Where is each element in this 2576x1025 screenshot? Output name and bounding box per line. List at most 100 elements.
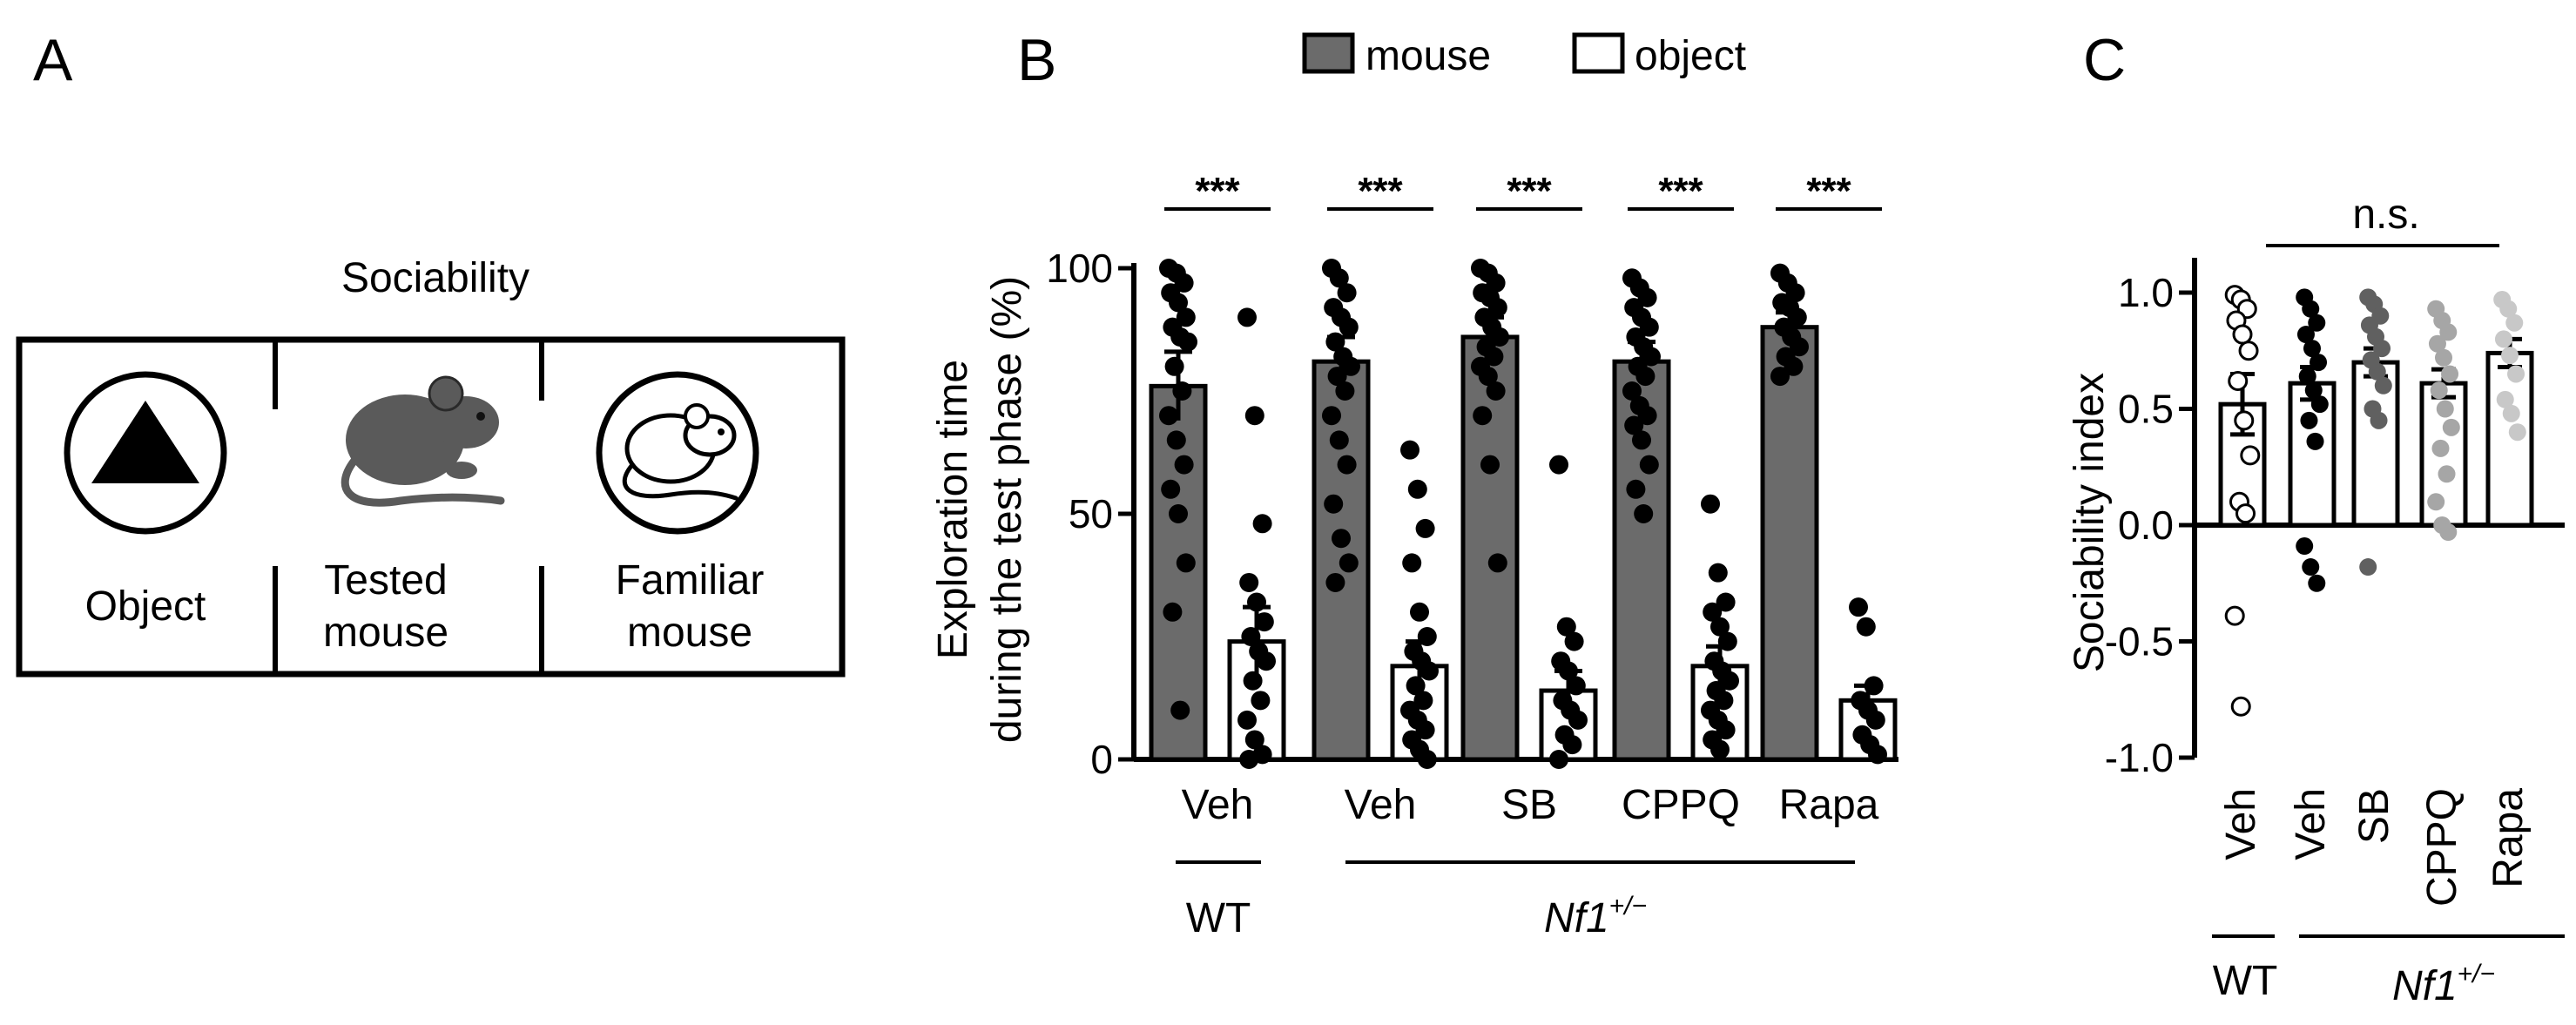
c-point <box>2442 418 2460 436</box>
c-point <box>2302 558 2320 577</box>
b-point-mouse <box>1622 381 1642 401</box>
b-point-object <box>1237 710 1257 730</box>
b-point-object <box>1856 617 1876 637</box>
c-xtick-label: Veh <box>2288 788 2334 860</box>
b-point-object <box>1849 597 1868 617</box>
c-point <box>2496 390 2514 408</box>
c-group-label-wt: WT <box>2213 958 2278 1004</box>
c-point <box>2228 370 2249 391</box>
b-sig-label: *** <box>1507 170 1552 212</box>
panel-c: C Sociability index 1.0 0.5 0.0 -0.5 -1.0 Ve… <box>2067 27 2565 1009</box>
c-point <box>2370 411 2388 429</box>
b-point-mouse <box>1329 268 1349 288</box>
b-point-mouse <box>1790 337 1809 357</box>
chamber-label-tested-line2: mouse <box>323 610 448 656</box>
c-point <box>2502 404 2520 422</box>
b-point-object <box>1413 691 1433 711</box>
b-point-object <box>1402 553 1422 573</box>
sociability-title: Sociability <box>341 255 529 301</box>
b-point-mouse <box>1632 430 1651 450</box>
b-xtick-label: CPPQ <box>1622 782 1740 828</box>
b-group-nf1-text: Nf1 <box>1544 895 1609 941</box>
b-xtick-label: SB <box>1501 782 1557 828</box>
b-point-object <box>1251 691 1271 711</box>
b-point-mouse <box>1327 367 1347 387</box>
b-point-mouse <box>1784 356 1804 376</box>
familiar-mouse-icon <box>596 371 759 535</box>
b-point-object <box>1716 720 1736 740</box>
c-point <box>2508 423 2526 442</box>
c-point <box>2430 381 2448 400</box>
b-point-object <box>1710 739 1730 759</box>
legend-mouse-label: mouse <box>1366 33 1491 79</box>
b-point-mouse <box>1480 455 1500 475</box>
c-bar <box>2485 350 2534 528</box>
b-ytick-label: 0 <box>1090 737 1113 782</box>
c-point <box>2501 347 2519 365</box>
c-point <box>2439 323 2458 341</box>
c-ytick-label: 0.0 <box>2118 502 2174 548</box>
apparatus-box <box>16 336 846 678</box>
b-point-mouse <box>1174 273 1194 293</box>
b-xlabels: Veh Veh SB CPPQ Rapa <box>1182 782 1879 828</box>
b-point-mouse <box>1486 273 1506 293</box>
c-point <box>2296 326 2315 344</box>
c-xtick-label: SB <box>2351 788 2397 844</box>
b-point-mouse <box>1785 283 1805 303</box>
b-point-mouse <box>1339 317 1359 337</box>
b-point-object <box>1406 676 1426 696</box>
b-point-mouse <box>1634 504 1654 523</box>
b-group-label-wt: WT <box>1186 895 1251 941</box>
panel-b: B mouse object Exploration time during t… <box>930 27 1898 941</box>
panel-c-letter: C <box>2083 27 2126 93</box>
b-significance: *** *** *** *** *** <box>1164 170 1882 212</box>
c-point <box>2302 300 2320 318</box>
b-point-object <box>1415 518 1435 538</box>
c-group-nf1-text: Nf1 <box>2392 963 2458 1009</box>
b-point-mouse <box>1332 529 1351 549</box>
b-point-object <box>1710 617 1730 637</box>
tested-mouse-icon <box>341 375 505 507</box>
b-point-object <box>1415 720 1435 740</box>
c-ytick-label: -1.0 <box>2105 735 2174 780</box>
b-sig-label: *** <box>1806 170 1851 212</box>
b-ytick-label: 50 <box>1069 491 1113 536</box>
b-point-mouse <box>1174 455 1194 475</box>
c-point <box>2359 558 2377 577</box>
c-xtick-label: Veh <box>2218 788 2264 860</box>
c-point <box>2507 365 2525 383</box>
b-points <box>1159 259 1887 769</box>
b-point-object <box>1549 455 1568 475</box>
c-point <box>2238 341 2259 361</box>
c-point <box>2428 334 2446 353</box>
b-point-object <box>1239 572 1259 592</box>
c-point <box>2232 324 2253 345</box>
b-point-object <box>1252 514 1272 534</box>
b-point-mouse <box>1626 479 1646 499</box>
b-point-mouse <box>1487 553 1507 573</box>
b-point-mouse <box>1166 430 1186 450</box>
legend-object-swatch <box>1572 32 1625 74</box>
c-point <box>2240 445 2261 466</box>
c-point <box>2306 432 2324 450</box>
c-point <box>2441 365 2459 383</box>
b-point-mouse <box>1624 415 1644 435</box>
c-point <box>2308 574 2326 592</box>
b-point-object <box>1241 627 1261 646</box>
c-ytick-label: -0.5 <box>2105 619 2174 664</box>
b-point-mouse <box>1170 700 1190 720</box>
b-point-mouse <box>1159 406 1178 426</box>
c-point <box>2224 605 2245 626</box>
b-point-object <box>1400 440 1419 460</box>
c-ytick-label: 0.5 <box>2118 387 2174 432</box>
b-point-object <box>1562 735 1582 755</box>
c-point <box>2438 465 2456 483</box>
b-point-mouse <box>1176 553 1196 573</box>
b-point-mouse <box>1637 406 1657 426</box>
b-point-object <box>1716 592 1736 612</box>
b-point-object <box>1417 627 1437 646</box>
c-point <box>2310 354 2328 372</box>
panel-a-letter: A <box>33 27 73 93</box>
b-point-mouse <box>1341 356 1360 376</box>
